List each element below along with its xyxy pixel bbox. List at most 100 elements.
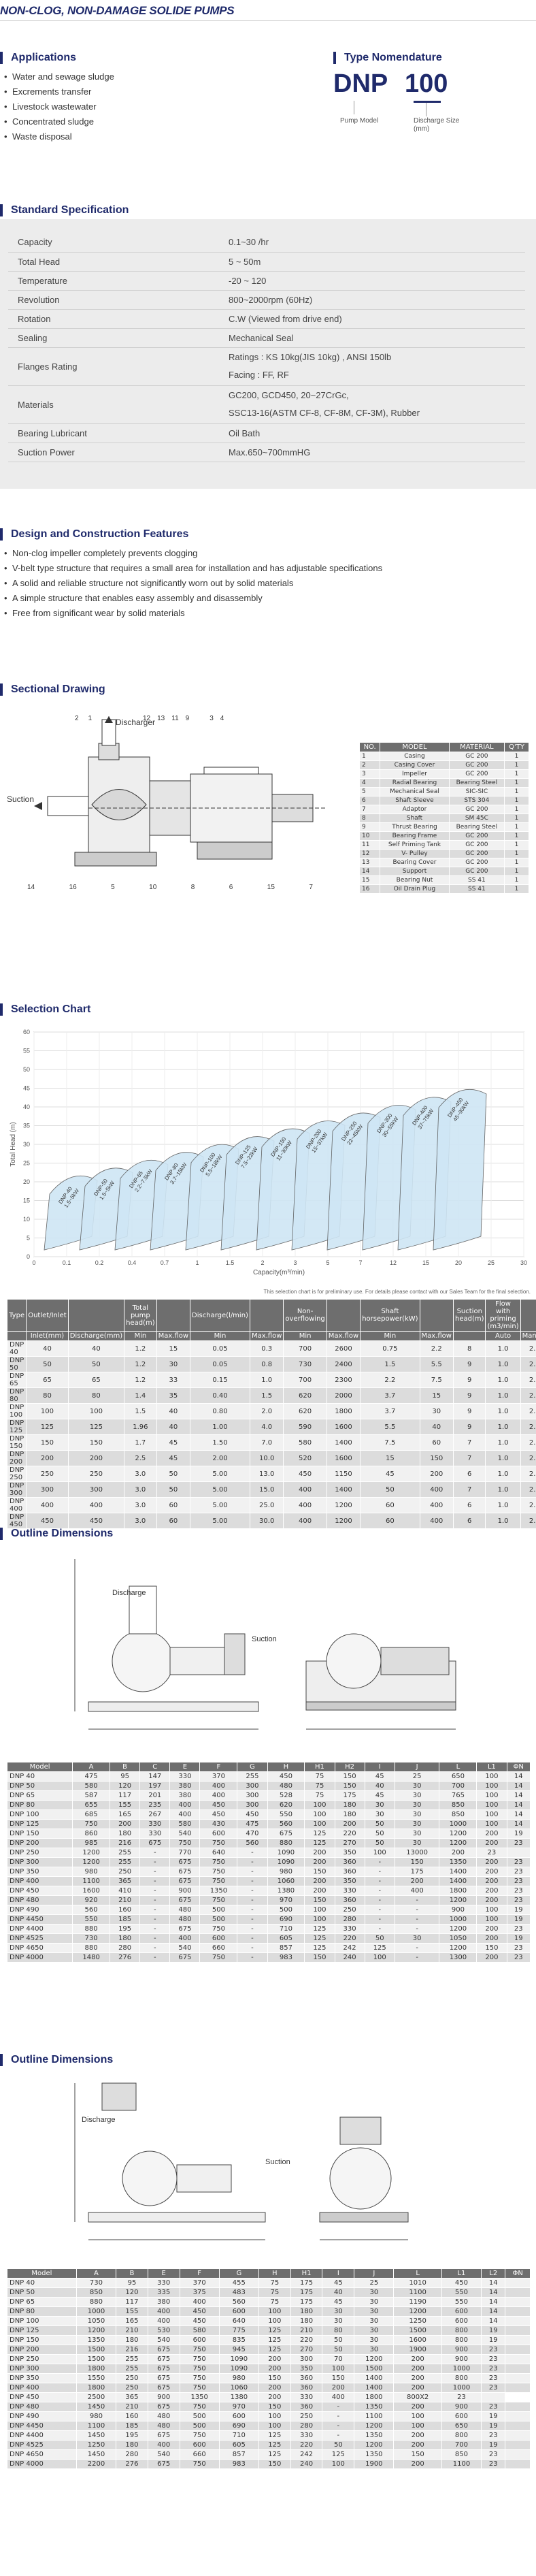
- table-cell: 1350: [76, 2335, 117, 2345]
- table-cell: 65: [67, 1372, 125, 1388]
- suction-label: Suction: [7, 794, 35, 804]
- table-cell: 300: [237, 1790, 268, 1801]
- table-row: 12 V- Pulley GC 200 1: [358, 849, 529, 858]
- table-cell: GC 200: [448, 858, 505, 867]
- column-header: Discharge(mm): [67, 1331, 125, 1341]
- table-cell: [505, 2364, 531, 2374]
- table-cell: 945: [218, 2345, 259, 2355]
- table-cell: 410: [110, 1886, 141, 1896]
- table-cell: -: [394, 1895, 440, 1905]
- table-cell: GC 200: [448, 805, 505, 814]
- table-cell: 125: [258, 2440, 291, 2450]
- table-row: DNP 40 40 40 1.2 15 0.05 0.3 700 2600 0.75 2.2 8 1.0…: [6, 1340, 536, 1357]
- table-cell: DNP 80: [6, 1387, 27, 1404]
- table-cell: 560: [72, 1905, 111, 1915]
- table-cell: 1000: [439, 1914, 478, 1925]
- nom-size-label: Discharge Size (mm): [414, 117, 460, 133]
- table-cell: 1090: [267, 1848, 305, 1858]
- table-cell: 675: [169, 1924, 201, 1934]
- table-cell: 900: [441, 2345, 482, 2355]
- table-cell: 14: [506, 1819, 531, 1829]
- table-cell: 2400: [326, 1356, 361, 1372]
- table-cell: 210: [290, 2325, 323, 2336]
- table-cell: 180: [116, 2440, 148, 2450]
- table-cell: 3.0: [124, 1497, 157, 1513]
- table-cell: 242: [334, 1943, 365, 1953]
- table-cell: 750: [199, 1838, 238, 1848]
- table-cell: 165: [110, 1809, 141, 1820]
- table-row: 1 Casing GC 200 1: [358, 752, 529, 761]
- table-cell: -: [237, 1943, 268, 1953]
- table-cell: -: [237, 1952, 268, 1963]
- x-tick-label: 20: [455, 1259, 462, 1266]
- y-axis-label: Total Head (m): [10, 1122, 17, 1167]
- table-cell: 1.0: [485, 1372, 521, 1388]
- table-cell: 45: [322, 2278, 355, 2288]
- table-cell: 1.2: [124, 1372, 157, 1388]
- table-cell: 600: [218, 2411, 259, 2421]
- table-cell: 1.0: [485, 1387, 521, 1404]
- table-cell: [505, 2440, 531, 2450]
- column-header: B: [116, 2268, 148, 2279]
- table-cell: 750: [169, 1838, 201, 1848]
- table-cell: 640: [199, 1848, 238, 1858]
- column-header: [520, 1299, 536, 1332]
- table-cell: 590: [283, 1419, 327, 1435]
- table-cell: 900: [441, 2354, 482, 2364]
- performance-table: Type Outlet/Inlet Total pump head(m) Discha…: [6, 1299, 536, 1529]
- table-cell: 880: [72, 1924, 111, 1934]
- table-cell: 30: [394, 1800, 440, 1810]
- table-cell: [506, 1848, 531, 1858]
- table-cell: 100: [476, 1800, 507, 1810]
- table-cell: DNP 350: [6, 1867, 73, 1877]
- outline2-svg: [74, 2082, 409, 2240]
- table-cell: [505, 2430, 531, 2441]
- table-cell: 1100: [441, 2459, 482, 2469]
- nomenclature-heading: Type Nomendature: [333, 52, 531, 64]
- table-cell: 380: [169, 1790, 201, 1801]
- spec-key: Sealing: [8, 328, 219, 348]
- column-header: [452, 1331, 486, 1341]
- table-cell: 1090: [218, 2354, 259, 2364]
- table-cell: 150: [393, 2449, 442, 2460]
- table-cell: 30: [394, 1933, 440, 1944]
- selection-heading-wrap: Selection Chart: [0, 1003, 536, 1016]
- column-header: J: [354, 2268, 395, 2279]
- table-cell: 3.0: [124, 1466, 157, 1482]
- table-row: DNP 65 880 117 380 400 560 75 175 45 30 1190 550 14: [7, 2297, 531, 2307]
- list-item: Livestock wastewater: [0, 99, 536, 114]
- table-cell: 25: [354, 2278, 395, 2288]
- table-cell: 580: [283, 1434, 327, 1451]
- table-cell: -: [237, 1867, 268, 1877]
- table-cell: 1.5: [124, 1403, 157, 1419]
- table-cell: 5.00: [190, 1497, 250, 1513]
- column-header: A: [76, 2268, 117, 2279]
- table-cell: 400: [169, 1809, 201, 1820]
- table-cell: 1: [504, 875, 529, 885]
- y-tick-label: 40: [23, 1104, 30, 1110]
- table-cell: 100: [67, 1403, 125, 1419]
- table-cell: 1800: [326, 1403, 361, 1419]
- table-row: DNP 80 80 80 1.4 35 0.40 1.5 620 2000 3.7 15 9 1.0 2.…: [6, 1387, 536, 1404]
- column-header: J: [394, 1762, 440, 1772]
- table-cell: [505, 2459, 531, 2469]
- table-cell: STS 304: [448, 796, 505, 805]
- table-cell: 125: [258, 2449, 291, 2460]
- table-cell: 45: [156, 1434, 191, 1451]
- table-cell: 100: [258, 2411, 291, 2421]
- table-cell: Thrust Bearing: [380, 822, 450, 832]
- discharge-label: Discharger: [116, 718, 156, 727]
- table-cell: 180: [110, 1933, 141, 1944]
- table-cell: 13000: [394, 1848, 440, 1858]
- table-cell: 125: [67, 1419, 125, 1435]
- table-cell: 23: [506, 1886, 531, 1896]
- table-cell: 75: [258, 2297, 291, 2307]
- table-cell: 1: [504, 849, 529, 858]
- table-cell: 450: [283, 1466, 327, 1482]
- table-cell: 23: [506, 1838, 531, 1848]
- table-cell: 1.0: [485, 1419, 521, 1435]
- table-cell: 360: [334, 1895, 365, 1905]
- table-cell: 250: [334, 1905, 365, 1915]
- table-cell: 560: [267, 1819, 305, 1829]
- table-cell: 330: [147, 2278, 180, 2288]
